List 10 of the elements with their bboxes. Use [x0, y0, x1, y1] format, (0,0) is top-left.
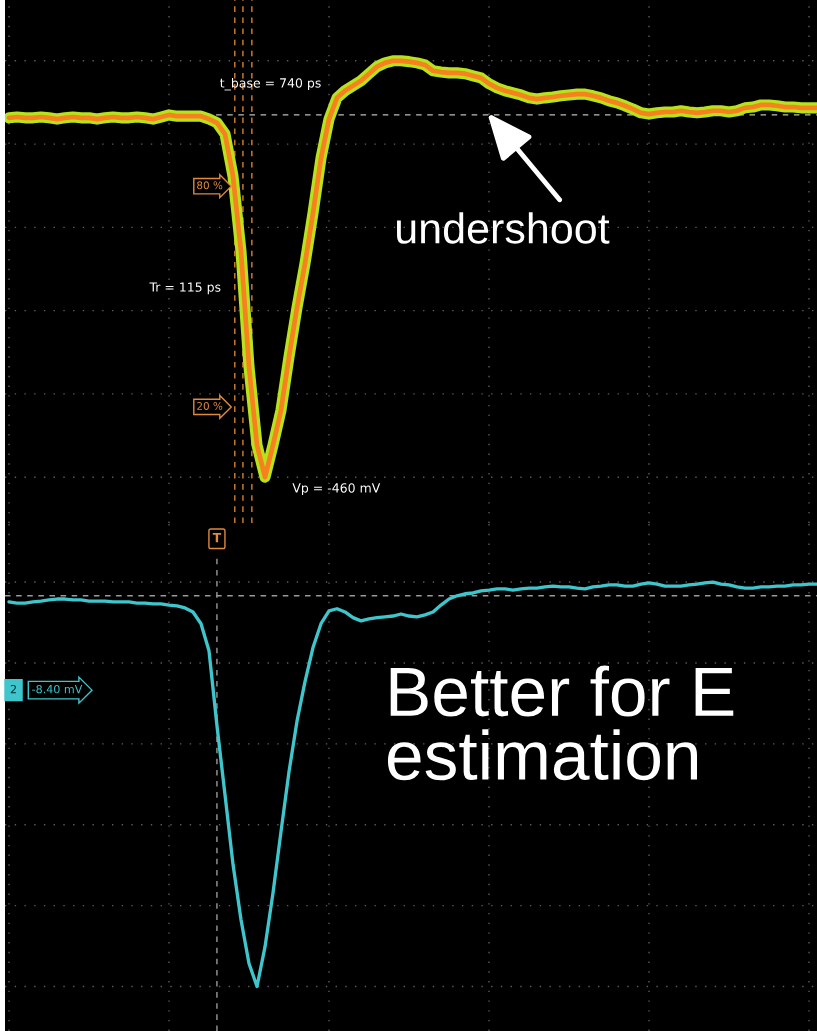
annotation: -8.40 mV	[32, 684, 83, 694]
annotation: t_base = 740 ps	[220, 77, 321, 91]
annotation: 80 %	[197, 181, 223, 190]
annotation: undershoot	[397, 212, 610, 244]
annotation: Better for E estimation	[387, 665, 734, 781]
text: T	[212, 533, 222, 543]
annotation: Tr = 115 ps	[149, 282, 221, 295]
annotation: 20 %	[197, 402, 223, 410]
annotation: 2	[10, 684, 16, 694]
text: Vp = -460 mV	[292, 483, 381, 496]
